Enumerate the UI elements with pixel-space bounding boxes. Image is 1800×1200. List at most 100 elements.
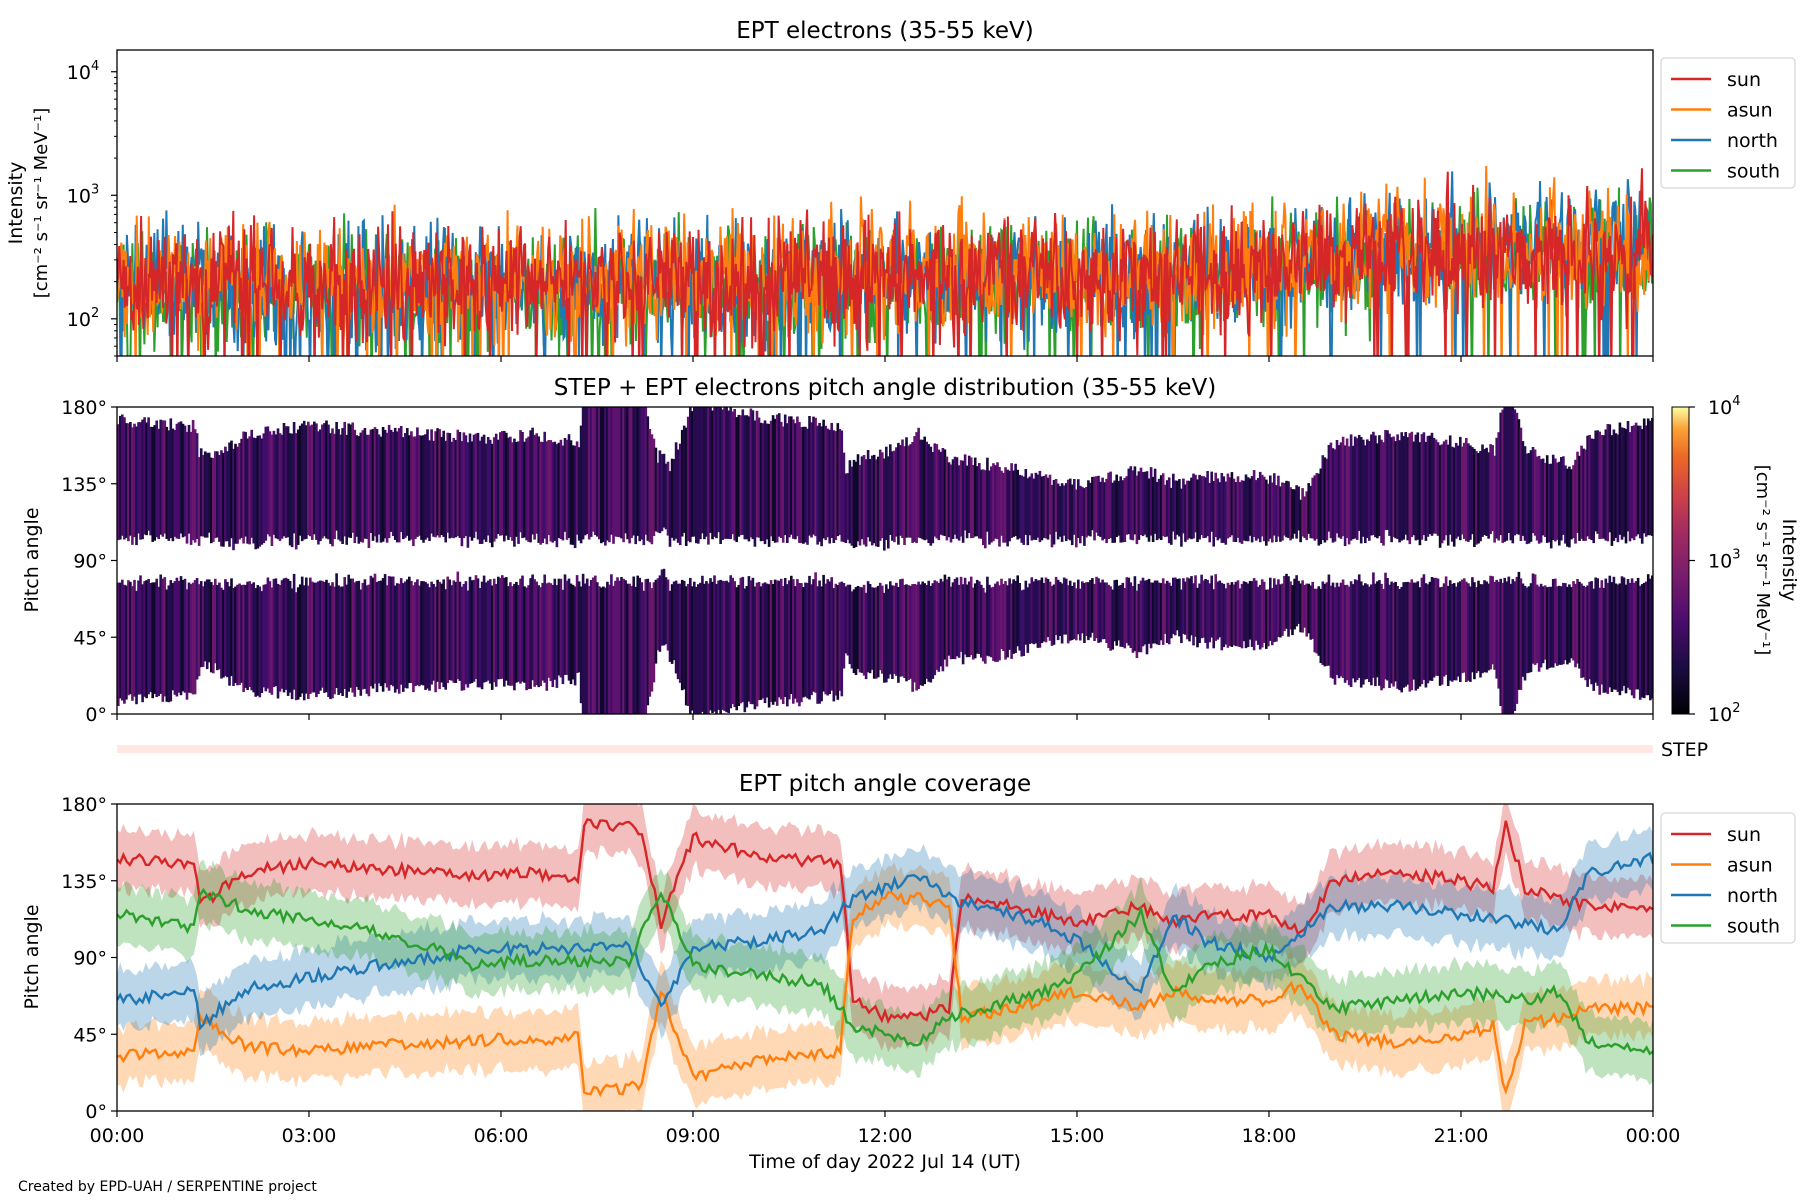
heatmap-cell	[969, 457, 973, 539]
heatmap-cell	[1624, 429, 1628, 544]
heatmap-cell	[1404, 582, 1408, 687]
heatmap-cell	[347, 423, 351, 538]
heatmap-cell	[1384, 430, 1387, 531]
heatmap-cell	[367, 584, 371, 697]
heatmap-cell	[551, 442, 555, 543]
heatmap-cell	[883, 458, 886, 551]
heatmap-cell	[852, 459, 856, 549]
heatmap-cell	[816, 425, 819, 545]
heatmap-cell	[779, 421, 783, 538]
heatmap-cell	[254, 438, 258, 550]
heatmap-cell	[1418, 442, 1422, 546]
heatmap-cell	[705, 407, 708, 537]
heatmap-cell	[864, 592, 868, 680]
heatmap-cell	[161, 420, 165, 537]
heatmap-cell	[755, 582, 759, 707]
heatmap-cell	[389, 429, 393, 532]
heatmap-cell	[1404, 432, 1408, 535]
heatmap-cell	[1056, 483, 1060, 540]
heatmap-cell	[684, 427, 688, 546]
heatmap-cell	[434, 586, 437, 693]
heatmap-cell	[711, 581, 714, 713]
heatmap-cell	[476, 578, 480, 688]
heatmap-cell	[270, 587, 274, 695]
heatmap-cell	[1457, 445, 1460, 537]
heatmap-cell	[1287, 481, 1290, 538]
heatmap-cell	[818, 580, 821, 704]
heatmap-cell	[1198, 474, 1201, 540]
heatmap-cell	[866, 450, 870, 538]
heatmap-cell	[703, 407, 706, 540]
heatmap-cell	[783, 578, 787, 697]
heatmap-cell	[955, 457, 959, 539]
heatmap-cell	[1343, 445, 1347, 546]
heatmap-cell	[1368, 441, 1371, 541]
heatmap-cell	[1519, 427, 1523, 541]
heatmap-cell	[650, 434, 654, 545]
heatmap-cell	[399, 578, 403, 685]
heatmap-cell	[589, 580, 593, 714]
heatmap-cell	[887, 456, 890, 549]
heatmap-cell	[826, 428, 830, 538]
heatmap-cell	[406, 579, 409, 689]
heatmap-cell	[1301, 488, 1304, 537]
series-line-south	[117, 887, 1653, 1056]
heatmap-cell	[1161, 473, 1165, 537]
heatmap-cell	[1525, 453, 1529, 545]
heatmap-cell	[315, 423, 318, 540]
heatmap-cell	[183, 425, 187, 537]
heatmap-cell	[365, 585, 369, 694]
heatmap-cell	[1032, 581, 1036, 645]
heatmap-cell	[868, 584, 872, 674]
heatmap-cell	[941, 581, 945, 672]
heatmap-cell	[1273, 578, 1276, 643]
heatmap-cell	[810, 584, 813, 696]
heatmap-cell	[1497, 432, 1501, 541]
heatmap-cell	[658, 575, 662, 652]
heatmap-cell	[414, 436, 417, 539]
heatmap-cell	[149, 426, 152, 536]
heatmap-cell	[274, 434, 278, 539]
heatmap-cell	[1586, 585, 1589, 687]
heatmap-cell	[1543, 585, 1547, 660]
heatmap-cell	[1612, 576, 1616, 690]
heatmap-cell	[1335, 440, 1339, 534]
heatmap-cell	[1083, 488, 1086, 546]
heatmap-cell	[313, 421, 316, 535]
heatmap-cell	[525, 587, 528, 691]
heatmap-cell	[553, 578, 557, 680]
heatmap-cell	[868, 459, 872, 542]
panel3-ylabel: Pitch angle	[21, 904, 43, 1009]
heatmap-cell	[416, 579, 419, 686]
heatmap-cell	[870, 455, 874, 546]
heatmap-cell	[565, 439, 569, 540]
heatmap-cell	[598, 586, 601, 714]
heatmap-cell	[1560, 457, 1563, 541]
heatmap-cell	[1580, 445, 1583, 539]
heatmap-cell	[256, 585, 260, 696]
heatmap-cell	[1523, 446, 1527, 541]
heatmap-cell	[426, 583, 429, 689]
x-tick-label: 21:00	[1434, 1125, 1489, 1147]
heatmap-cell	[1163, 484, 1167, 537]
heatmap-cell	[1592, 438, 1596, 544]
heatmap-cell	[1034, 579, 1038, 644]
heatmap-cell	[189, 431, 193, 545]
heatmap-cell	[167, 430, 171, 541]
heatmap-cell	[404, 433, 407, 538]
heatmap-cell	[1509, 583, 1513, 714]
heatmap-cell	[1598, 587, 1602, 695]
heatmap-cell	[1325, 582, 1329, 666]
heatmap-cell	[897, 442, 900, 545]
heatmap-cell	[240, 585, 243, 683]
heatmap-cell	[697, 584, 700, 714]
heatmap-cell	[1176, 579, 1179, 631]
heatmap-cell	[119, 415, 122, 540]
heatmap-cell	[1289, 581, 1292, 630]
heatmap-cell	[1325, 458, 1329, 541]
heatmap-cell	[567, 578, 571, 681]
heatmap-cell	[1424, 583, 1428, 688]
heatmap-cell	[1040, 476, 1044, 541]
heatmap-cell	[226, 451, 229, 542]
heatmap-cell	[1133, 576, 1137, 652]
